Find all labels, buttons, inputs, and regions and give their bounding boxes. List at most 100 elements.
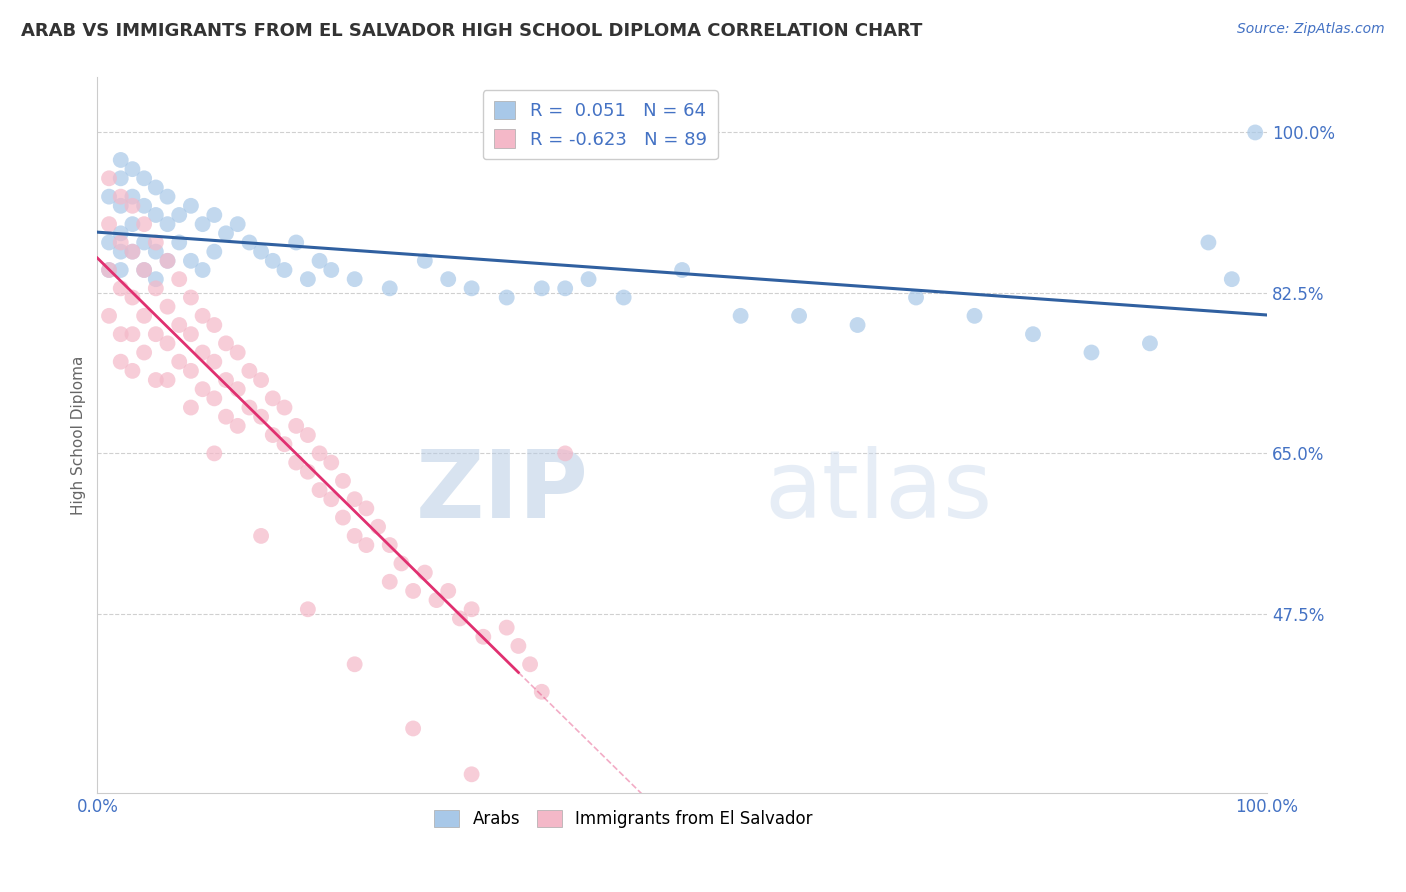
Point <box>226 217 249 231</box>
Point <box>110 171 132 186</box>
Point <box>121 162 143 177</box>
Point <box>156 373 179 387</box>
Point <box>134 345 156 359</box>
Point <box>285 418 308 433</box>
Point <box>98 235 121 250</box>
Point <box>110 327 132 342</box>
Point <box>554 446 576 460</box>
Point <box>343 529 366 543</box>
Point <box>356 538 378 552</box>
Point <box>202 318 225 332</box>
Point <box>332 510 354 524</box>
Point <box>226 382 249 396</box>
Point <box>391 557 413 571</box>
Point <box>134 263 156 277</box>
Point <box>343 657 366 672</box>
Text: Source: ZipAtlas.com: Source: ZipAtlas.com <box>1237 22 1385 37</box>
Point <box>530 685 553 699</box>
Point <box>460 281 482 295</box>
Point <box>134 171 156 186</box>
Point <box>110 153 132 167</box>
Point <box>285 456 308 470</box>
Point <box>121 217 143 231</box>
Point <box>180 253 202 268</box>
Point <box>1244 125 1267 139</box>
Point <box>134 199 156 213</box>
Point <box>1220 272 1243 286</box>
Point <box>110 235 132 250</box>
Point <box>98 309 121 323</box>
Point <box>308 483 330 497</box>
Point <box>145 373 167 387</box>
Point <box>98 217 121 231</box>
Point <box>98 263 121 277</box>
Point <box>191 309 214 323</box>
Text: ZIP: ZIP <box>416 446 589 538</box>
Point <box>180 291 202 305</box>
Point <box>262 392 284 406</box>
Point <box>508 639 530 653</box>
Point <box>156 189 179 203</box>
Y-axis label: High School Diploma: High School Diploma <box>72 355 86 515</box>
Point <box>145 235 167 250</box>
Point <box>671 263 693 277</box>
Point <box>273 263 295 277</box>
Point <box>905 291 928 305</box>
Point <box>180 364 202 378</box>
Point <box>145 244 167 259</box>
Point <box>262 253 284 268</box>
Point <box>134 263 156 277</box>
Point <box>297 272 319 286</box>
Point <box>460 602 482 616</box>
Point <box>167 272 190 286</box>
Point <box>98 171 121 186</box>
Point <box>472 630 495 644</box>
Point <box>460 767 482 781</box>
Point <box>202 354 225 368</box>
Point <box>121 244 143 259</box>
Point <box>121 189 143 203</box>
Point <box>215 373 238 387</box>
Text: ARAB VS IMMIGRANTS FROM EL SALVADOR HIGH SCHOOL DIPLOMA CORRELATION CHART: ARAB VS IMMIGRANTS FROM EL SALVADOR HIGH… <box>21 22 922 40</box>
Point <box>180 199 202 213</box>
Point <box>121 327 143 342</box>
Point <box>332 474 354 488</box>
Point <box>121 244 143 259</box>
Legend: Arabs, Immigrants from El Salvador: Arabs, Immigrants from El Salvador <box>427 803 820 834</box>
Point <box>238 401 260 415</box>
Point <box>110 227 132 241</box>
Point <box>846 318 869 332</box>
Point <box>215 227 238 241</box>
Point <box>1022 327 1045 342</box>
Point <box>167 354 190 368</box>
Point <box>145 208 167 222</box>
Point <box>156 217 179 231</box>
Point <box>273 437 295 451</box>
Point <box>226 418 249 433</box>
Point <box>250 373 273 387</box>
Point <box>202 392 225 406</box>
Point <box>180 401 202 415</box>
Point <box>156 336 179 351</box>
Point <box>202 208 225 222</box>
Point <box>180 327 202 342</box>
Point <box>413 253 436 268</box>
Point <box>273 401 295 415</box>
Point <box>191 263 214 277</box>
Point <box>110 244 132 259</box>
Point <box>613 291 636 305</box>
Point <box>356 501 378 516</box>
Point <box>110 199 132 213</box>
Point <box>1139 336 1161 351</box>
Point <box>308 446 330 460</box>
Point <box>134 309 156 323</box>
Point <box>367 520 389 534</box>
Point <box>321 492 343 507</box>
Point <box>343 492 366 507</box>
Point <box>378 281 401 295</box>
Point <box>1197 235 1219 250</box>
Point <box>145 272 167 286</box>
Point <box>156 253 179 268</box>
Point <box>156 300 179 314</box>
Point <box>121 291 143 305</box>
